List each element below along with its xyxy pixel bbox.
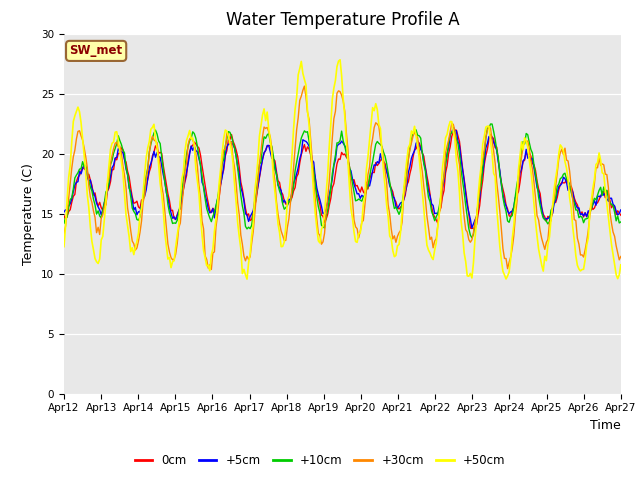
- Title: Water Temperature Profile A: Water Temperature Profile A: [225, 11, 460, 29]
- Legend: 0cm, +5cm, +10cm, +30cm, +50cm: 0cm, +5cm, +10cm, +30cm, +50cm: [130, 449, 510, 472]
- Y-axis label: Temperature (C): Temperature (C): [22, 163, 35, 264]
- X-axis label: Time: Time: [590, 419, 621, 432]
- Text: SW_met: SW_met: [70, 44, 123, 58]
